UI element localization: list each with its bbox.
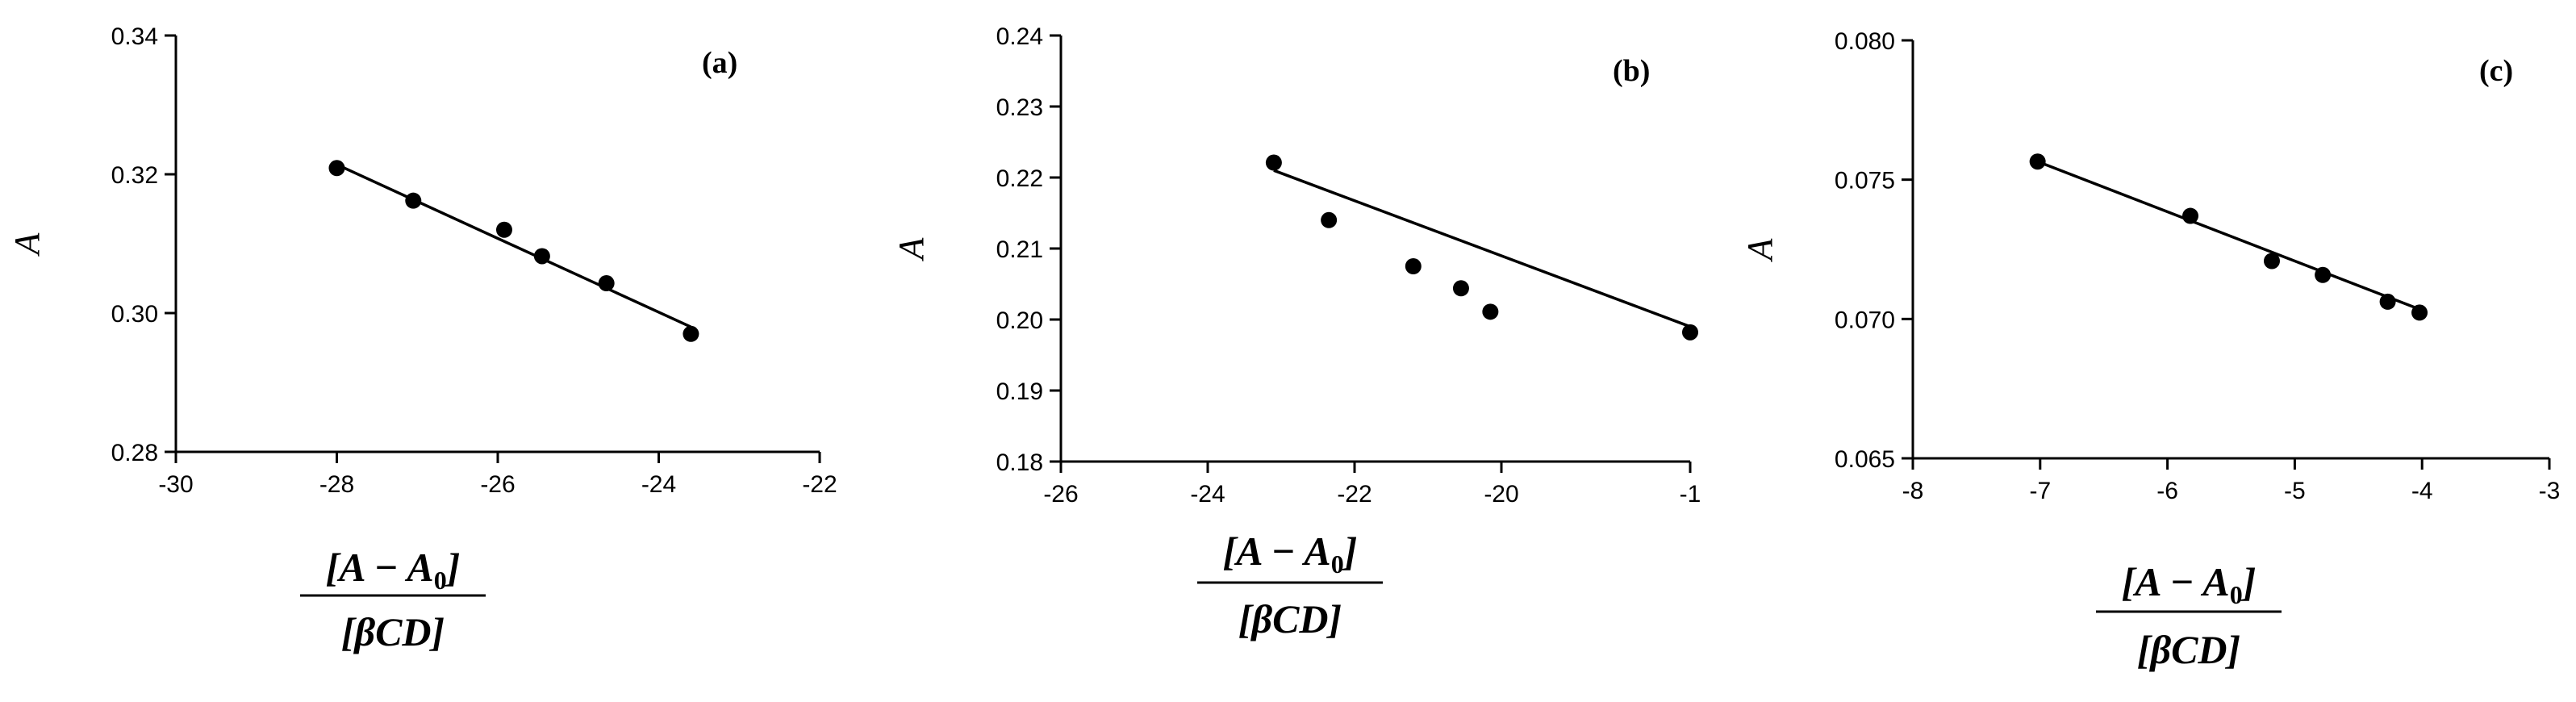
x-axis-label-numerator: [A − A0] bbox=[2122, 559, 2257, 609]
chart-panel-b: 0.18 0.19 0.20 0.21 0.22 0.23 0.24 -26 -24 -22 -20… bbox=[858, 0, 1717, 702]
panel-label: (c) bbox=[2479, 54, 2513, 88]
y-tick-label: 0.070 bbox=[1835, 307, 1895, 333]
data-point bbox=[1482, 303, 1499, 320]
data-point bbox=[2315, 266, 2332, 283]
data-point bbox=[2029, 153, 2046, 170]
y-axis-label: A bbox=[1740, 237, 1780, 262]
x-tick-label: -24 bbox=[1190, 481, 1225, 508]
data-point bbox=[1405, 258, 1422, 274]
data-point bbox=[328, 160, 345, 177]
y-tick-label: 0.24 bbox=[996, 23, 1043, 50]
x-tick-label: -3 bbox=[2539, 478, 2561, 504]
x-tick-label: -28 bbox=[319, 471, 354, 498]
chart-svg: 0.065 0.070 0.075 0.080 -8 -7 -6 -5 -4 -3 (c) A [A −… bbox=[1740, 28, 2561, 672]
chart-panel-c: 0.065 0.070 0.075 0.080 -8 -7 -6 -5 -4 -3 (c) A [A −… bbox=[1717, 0, 2575, 702]
fit-line bbox=[336, 163, 692, 328]
data-point bbox=[2182, 207, 2199, 224]
y-tick-label: 0.34 bbox=[111, 23, 158, 50]
y-tick-label: 0.21 bbox=[996, 236, 1043, 263]
data-point bbox=[2379, 293, 2396, 310]
x-tick-label: -26 bbox=[480, 471, 515, 498]
chart-svg: 0.18 0.19 0.20 0.21 0.22 0.23 0.24 -26 -24 -22 -20… bbox=[891, 23, 1701, 641]
data-point bbox=[1265, 154, 1282, 171]
panel-label: (b) bbox=[1613, 54, 1650, 88]
x-axis-label-denominator: [βCD] bbox=[1238, 596, 1342, 641]
y-axis-label: A bbox=[7, 232, 47, 257]
x-tick-label: -8 bbox=[1902, 478, 1924, 504]
data-point bbox=[495, 221, 512, 238]
data-point bbox=[1682, 324, 1698, 341]
data-point bbox=[1452, 280, 1469, 297]
x-tick-label: -4 bbox=[2411, 478, 2433, 504]
x-tick-label: -24 bbox=[641, 471, 676, 498]
fit-line bbox=[2037, 160, 2420, 311]
x-tick-label: -1 bbox=[1680, 481, 1701, 508]
x-tick-label: -20 bbox=[1484, 481, 1518, 508]
chart-panel-a: 0.28 0.30 0.32 0.34 -30 -28 -26 -24 -22 (a) A [A − … bbox=[0, 0, 858, 702]
y-tick-label: 0.23 bbox=[996, 94, 1043, 121]
x-tick-label: -5 bbox=[2284, 478, 2306, 504]
x-tick-label: -22 bbox=[1337, 481, 1372, 508]
data-point bbox=[533, 248, 550, 265]
data-point bbox=[1321, 211, 1338, 228]
x-tick-label: -22 bbox=[802, 471, 837, 498]
y-tick-label: 0.18 bbox=[996, 449, 1043, 476]
x-tick-label: -30 bbox=[158, 471, 193, 498]
y-tick-label: 0.075 bbox=[1835, 168, 1895, 194]
data-point bbox=[2411, 304, 2428, 321]
data-point bbox=[405, 192, 422, 209]
y-tick-label: 0.32 bbox=[111, 162, 158, 189]
chart-svg: 0.28 0.30 0.32 0.34 -30 -28 -26 -24 -22 (a) A [A − … bbox=[7, 23, 837, 654]
x-tick-label: -6 bbox=[2156, 478, 2178, 504]
x-axis-label-denominator: [βCD] bbox=[341, 609, 445, 654]
data-point bbox=[2263, 253, 2280, 270]
y-tick-label: 0.080 bbox=[1835, 28, 1895, 55]
fit-line bbox=[1273, 169, 1691, 328]
panel-label: (a) bbox=[702, 46, 737, 80]
y-tick-label: 0.22 bbox=[996, 165, 1043, 192]
data-point bbox=[683, 325, 699, 342]
data-point bbox=[598, 275, 615, 292]
x-axis-label-denominator: [βCD] bbox=[2137, 627, 2240, 672]
x-tick-label: -26 bbox=[1043, 481, 1078, 508]
y-tick-label: 0.28 bbox=[111, 440, 158, 466]
y-axis-label: A bbox=[891, 236, 931, 261]
x-axis-label-numerator: [A − A0] bbox=[326, 545, 461, 595]
y-tick-label: 0.20 bbox=[996, 307, 1043, 334]
x-tick-label: -7 bbox=[2029, 478, 2051, 504]
x-axis-label-numerator: [A − A0] bbox=[1223, 529, 1358, 579]
y-tick-label: 0.065 bbox=[1835, 446, 1895, 473]
y-tick-label: 0.19 bbox=[996, 378, 1043, 405]
y-tick-label: 0.30 bbox=[111, 301, 158, 328]
